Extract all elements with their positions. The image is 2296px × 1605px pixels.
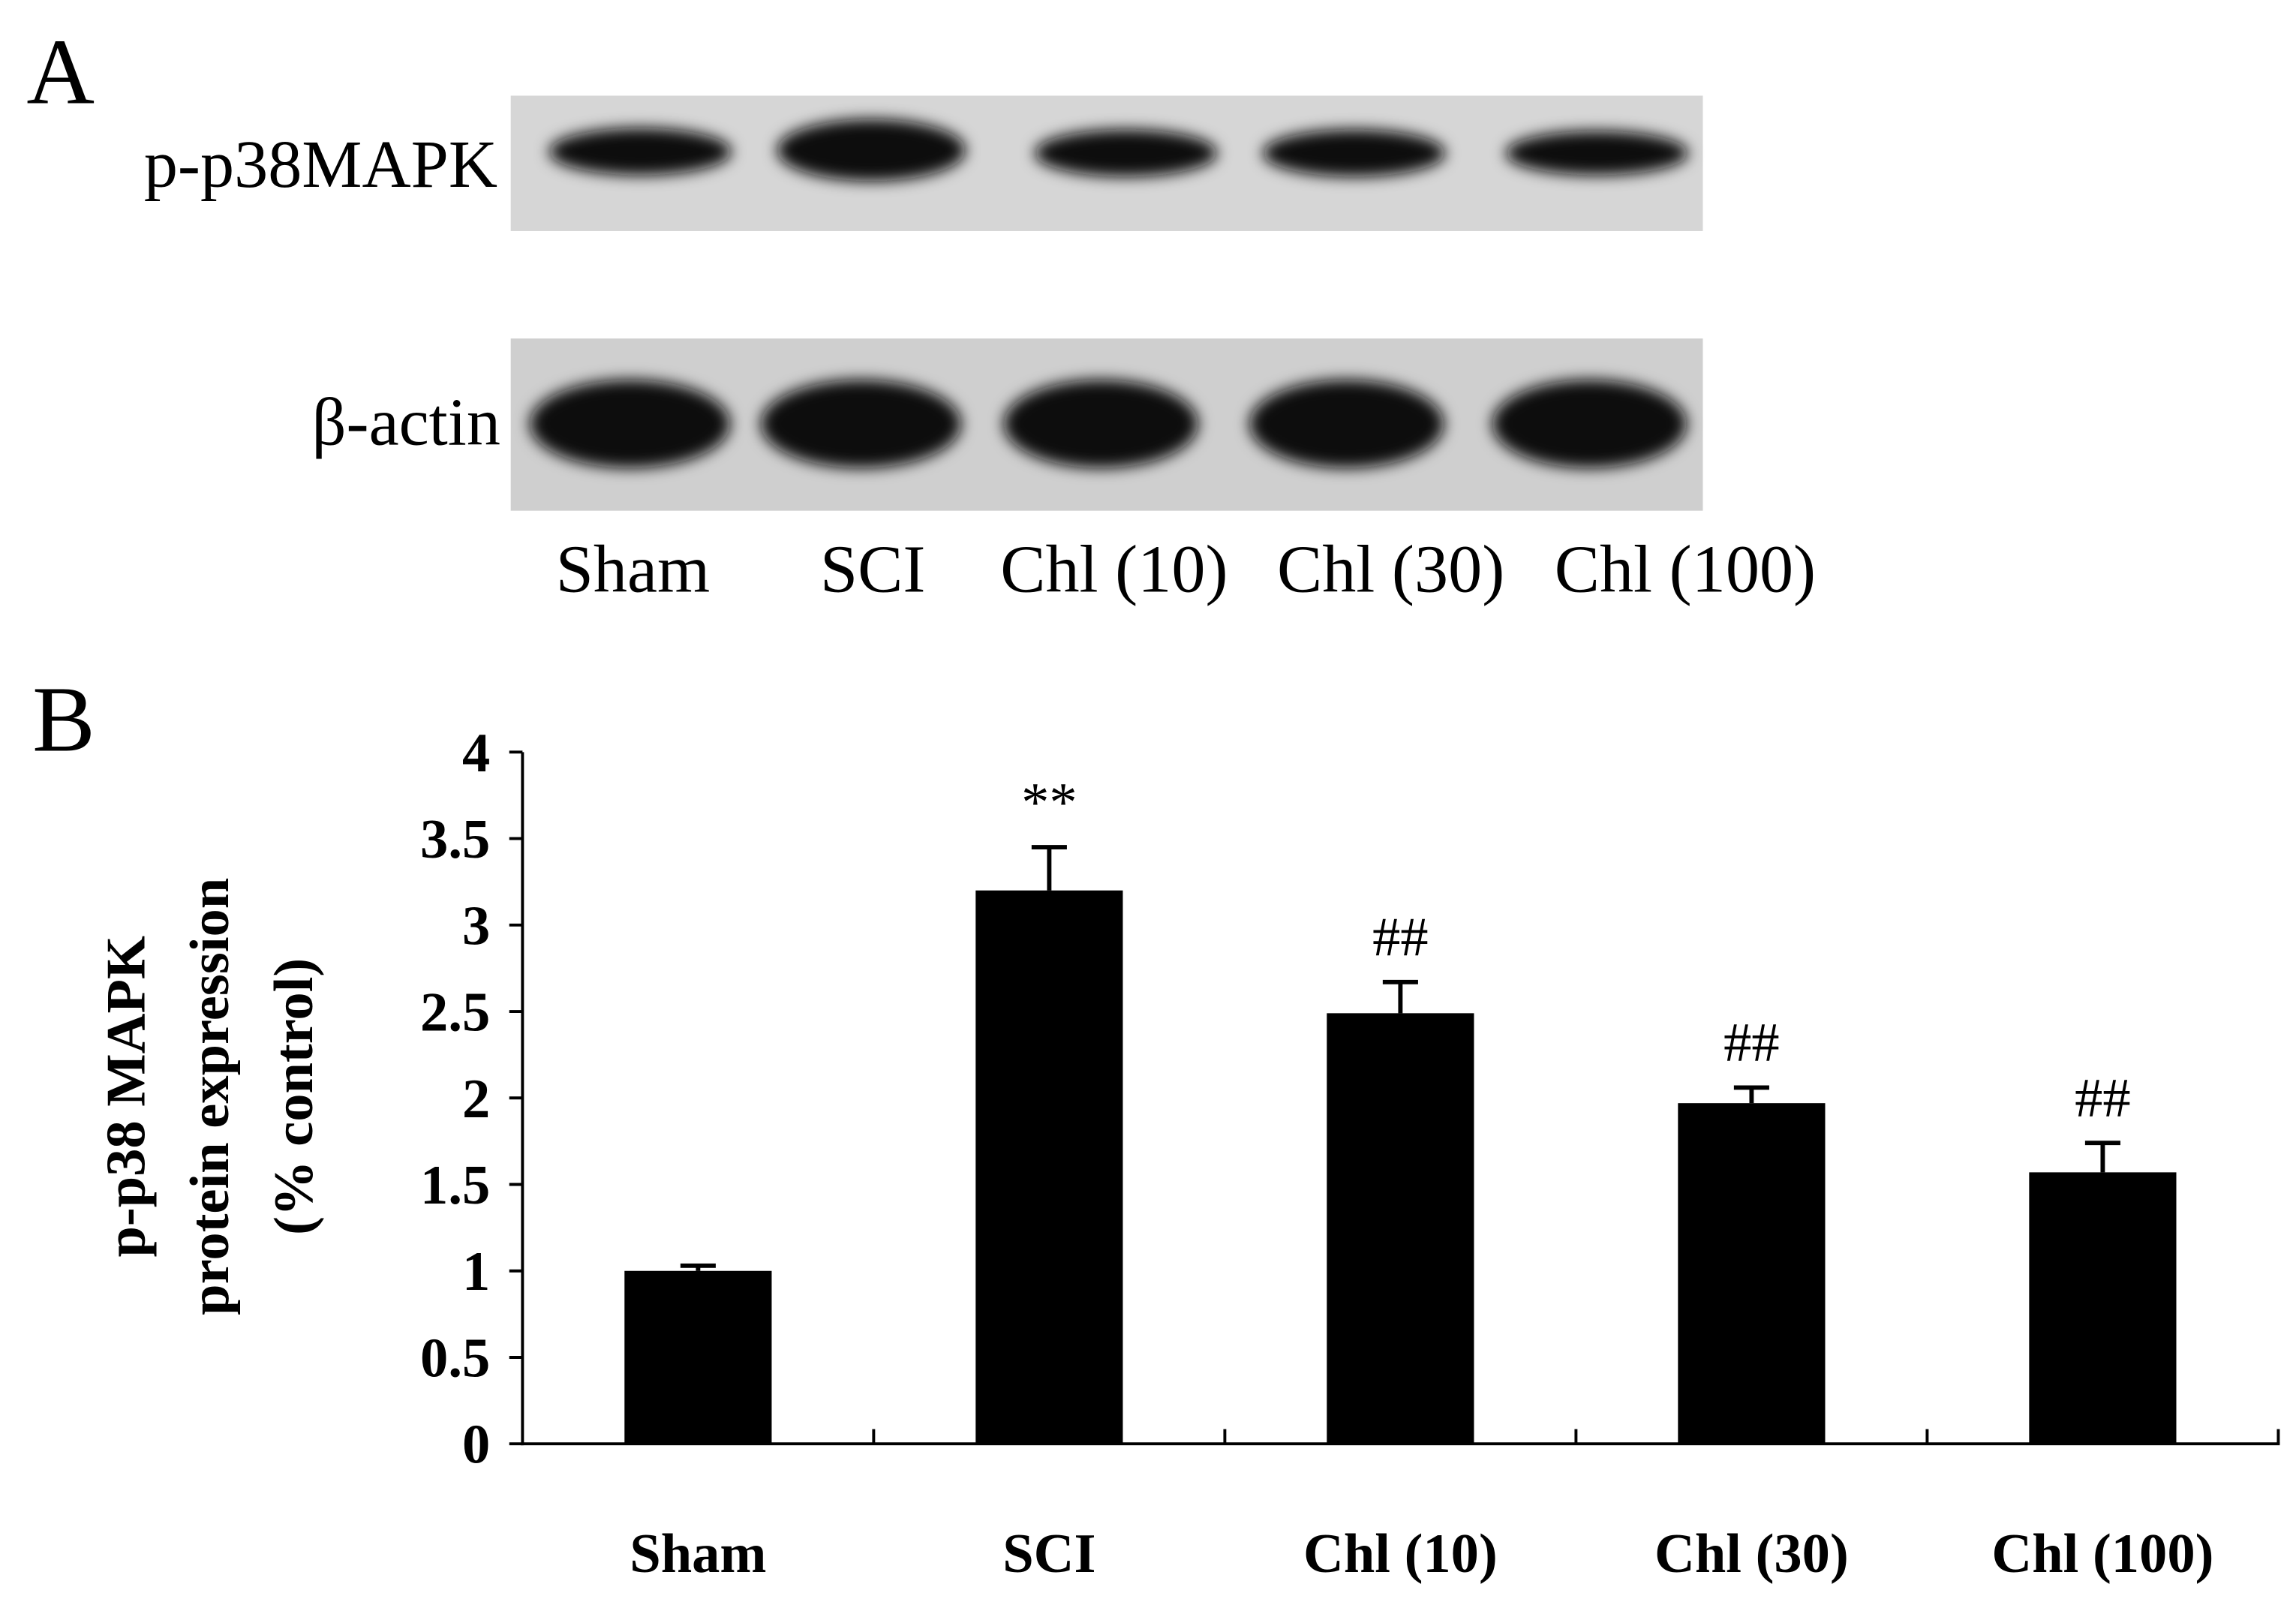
- y-tick-label: 2: [462, 1068, 490, 1130]
- x-tick-label: Chl (10): [1303, 1523, 1498, 1585]
- x-tick-label: Sham: [630, 1523, 766, 1585]
- blot-row-label: p-p38MAPK: [144, 127, 497, 202]
- y-tick-label: 3: [462, 895, 490, 957]
- y-axis-title-line: protein expression: [179, 878, 241, 1315]
- y-tick-label: 1.5: [420, 1155, 490, 1216]
- y-tick-label: 0.5: [420, 1327, 490, 1389]
- panel-label: A: [26, 20, 95, 124]
- lane-label: Sham: [556, 532, 711, 607]
- significance-label: **: [1021, 772, 1077, 834]
- x-tick-label: SCI: [1002, 1523, 1095, 1585]
- blot-bands: [548, 119, 1688, 182]
- bar: [624, 1270, 772, 1444]
- y-tick-label: 3.5: [420, 809, 490, 870]
- lane-label: SCI: [820, 532, 925, 607]
- y-axis-title: p-p38 MAPK protein expression (% control…: [95, 878, 325, 1315]
- lane-label: Chl (30): [1277, 532, 1504, 607]
- panel-label: B: [32, 667, 95, 771]
- bar: [2029, 1172, 2177, 1444]
- y-tick-label: 1: [462, 1241, 490, 1303]
- y-axis-title-line: p-p38 MAPK: [95, 936, 157, 1258]
- bar: [1678, 1103, 1826, 1444]
- lane-label: Chl (100): [1555, 532, 1816, 607]
- bar: [975, 890, 1123, 1444]
- blot-bands: [530, 380, 1687, 468]
- y-axis-title-line: (% control): [263, 958, 325, 1235]
- blot-row-label: β-actin: [312, 384, 500, 459]
- bar: [1327, 1013, 1474, 1444]
- significance-label: ##: [2075, 1068, 2131, 1129]
- lane-label: Chl (10): [1000, 532, 1228, 607]
- significance-label: ##: [1372, 907, 1429, 969]
- y-tick-label: 0: [462, 1414, 490, 1476]
- x-tick-label: Chl (100): [1991, 1523, 2213, 1585]
- y-tick-label: 4: [462, 723, 490, 784]
- x-tick-label: Chl (30): [1654, 1523, 1849, 1585]
- y-tick-label: 2.5: [420, 982, 490, 1044]
- significance-label: ##: [1724, 1012, 1780, 1074]
